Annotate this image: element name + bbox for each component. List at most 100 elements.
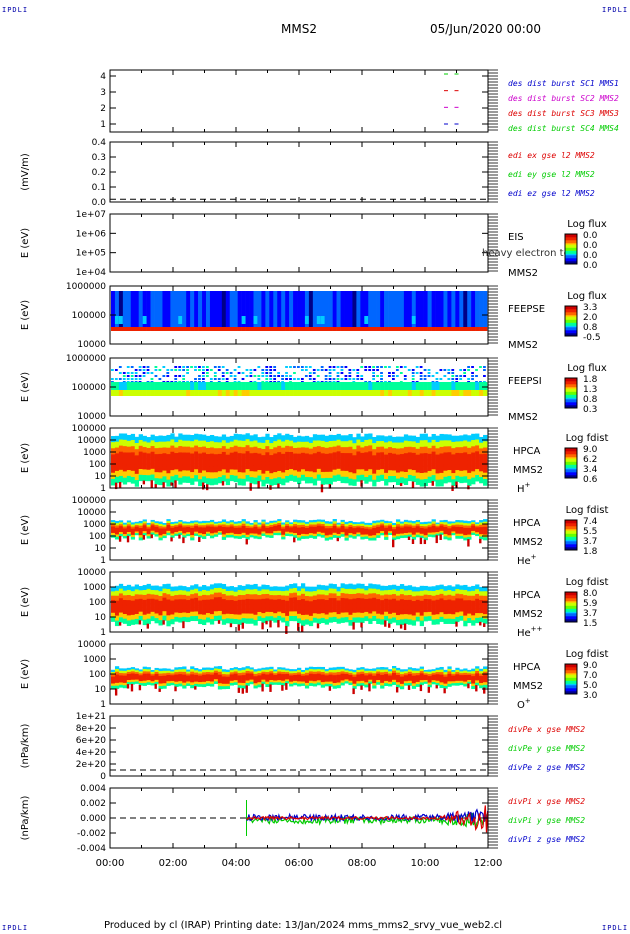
hpca_he-cell bbox=[190, 523, 195, 527]
hpca_o-cell bbox=[281, 685, 284, 691]
hpca_hepp-cell bbox=[122, 590, 128, 596]
hpca_he-cell bbox=[162, 535, 167, 539]
hpca_he-cbar-segment bbox=[565, 535, 577, 537]
hpca_o-cell bbox=[142, 673, 147, 677]
hpca_hepp-cell bbox=[447, 590, 452, 596]
hpca_o-cell bbox=[415, 668, 421, 672]
feepsi-cell bbox=[447, 390, 452, 396]
hpca_o-cell bbox=[213, 672, 219, 676]
hpca_o-cell bbox=[162, 668, 167, 672]
hpca_o-cell bbox=[213, 670, 219, 674]
hpca_he-cell bbox=[324, 528, 329, 532]
hpca_o-cell bbox=[300, 669, 306, 673]
hpca_he-cell bbox=[190, 532, 195, 536]
hpca_h-cell bbox=[364, 439, 369, 447]
hpca_h-cell bbox=[328, 477, 333, 485]
hpca_h-cell bbox=[415, 466, 421, 474]
feepsi-cell bbox=[316, 369, 320, 371]
hpca_o-cell bbox=[348, 673, 353, 676]
hpca_he-cell bbox=[384, 532, 389, 536]
hpca_h-cell bbox=[415, 472, 421, 479]
feepsi-cell bbox=[111, 382, 116, 390]
hpca_h-cell bbox=[142, 452, 147, 459]
hpca_o-cell bbox=[162, 673, 167, 677]
hpca_hepp-cell bbox=[403, 599, 409, 606]
hpca_hepp-cell bbox=[150, 616, 155, 622]
hpca_hepp-cell bbox=[233, 587, 238, 593]
hpca_hepp-cell bbox=[154, 613, 159, 619]
hpca_hepp-cell bbox=[316, 604, 322, 610]
hpca_he-cell bbox=[134, 521, 140, 524]
hpca_o-cbar-segment bbox=[565, 692, 577, 695]
hpca_o-cell bbox=[435, 682, 440, 686]
hpca_o-cell bbox=[372, 675, 377, 679]
hpca_h-cell bbox=[130, 470, 136, 478]
hpca_o-cell bbox=[249, 681, 254, 685]
hpca_o-cell bbox=[190, 679, 195, 683]
hpca_he-cell bbox=[388, 522, 393, 526]
hpca_h-cell bbox=[257, 475, 262, 482]
hpca_hepp-cell bbox=[174, 586, 179, 592]
hpca_h-cell bbox=[352, 455, 357, 462]
hpca_hepp-cell bbox=[178, 585, 183, 591]
hpca_hepp-cell bbox=[198, 595, 203, 601]
hpca_he-cell bbox=[423, 539, 427, 545]
hpca_h-cell bbox=[403, 465, 409, 473]
hpca_o-cell bbox=[241, 672, 246, 676]
hpca_o-cell bbox=[182, 685, 187, 689]
feepse-cell bbox=[479, 327, 484, 331]
hpca_he-ytick-label: 10 bbox=[95, 544, 107, 554]
hpca_h-cell bbox=[384, 442, 389, 449]
hpca_hepp-cbar-segment bbox=[565, 593, 577, 596]
feepsi-cell bbox=[289, 390, 294, 396]
hpca_h-cell bbox=[245, 457, 250, 464]
feepsi-cell bbox=[395, 382, 401, 390]
hpca_o-cell bbox=[392, 675, 397, 679]
divpe-ytick-label: 1e+21 bbox=[76, 712, 106, 722]
hpca_h-cell bbox=[451, 454, 456, 462]
hpca_hepp-cell bbox=[451, 595, 456, 601]
hpca_h-cell bbox=[158, 460, 163, 467]
hpca_o-cell bbox=[154, 681, 159, 685]
hpca_o-cell bbox=[324, 679, 329, 683]
hpca_h-cell bbox=[194, 463, 199, 470]
hpca_h-cell bbox=[118, 439, 124, 447]
hpca_hepp-cell bbox=[186, 587, 191, 592]
hpca_o-cell bbox=[241, 680, 246, 684]
feepse-cell bbox=[273, 291, 278, 327]
feepse-cbar-segment bbox=[565, 324, 577, 326]
hpca_hepp-cell bbox=[158, 600, 163, 607]
hpca_h-cell bbox=[118, 457, 124, 465]
hpca_h-cell bbox=[368, 457, 373, 464]
hpca_h-cell bbox=[221, 451, 227, 459]
hpca_he-cell bbox=[348, 527, 353, 530]
hpca_he-cell bbox=[213, 534, 219, 537]
feepsi-cell bbox=[241, 372, 245, 374]
hpca_h-cell bbox=[352, 443, 357, 450]
hpca_he-cell bbox=[399, 525, 405, 529]
hpca_he-cell bbox=[241, 519, 246, 522]
hpca_h-cell bbox=[344, 464, 349, 472]
feepsi-cell bbox=[415, 390, 421, 396]
feepse-cell bbox=[186, 327, 191, 331]
feepsi-cell bbox=[198, 369, 201, 371]
hpca_h-cell bbox=[455, 481, 458, 489]
hpca_h-cell bbox=[205, 466, 211, 473]
hpca_hepp-cell bbox=[190, 607, 195, 613]
hpca_hepp-cell bbox=[273, 613, 278, 619]
feepsi-cell bbox=[332, 378, 336, 380]
page-title: MMS2 bbox=[281, 22, 317, 36]
feepsi-cell bbox=[281, 382, 286, 390]
hpca_he-cell bbox=[285, 522, 290, 525]
hpca_o-cbar-tick: 7.0 bbox=[583, 671, 598, 681]
feepse-cbar-segment bbox=[565, 312, 577, 314]
hpca_hepp-cell bbox=[126, 584, 132, 591]
hpca_h-cell bbox=[146, 469, 151, 476]
hpca_o-cell bbox=[281, 674, 286, 677]
hpca_h-cell bbox=[395, 448, 401, 456]
hpca_h-cell bbox=[344, 447, 349, 454]
hpca_o-cell bbox=[257, 682, 262, 685]
feepsi-cell bbox=[225, 382, 231, 390]
feepsi-cell bbox=[269, 375, 273, 377]
feepsi-cell bbox=[166, 375, 170, 377]
